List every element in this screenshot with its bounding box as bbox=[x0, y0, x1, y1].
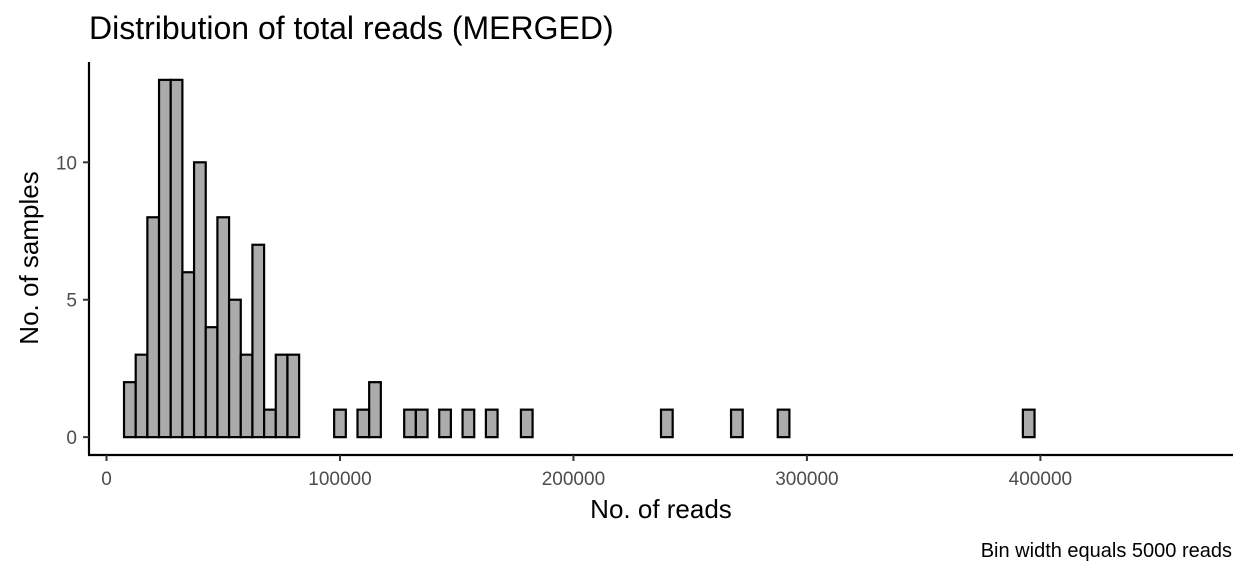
x-tick-label: 300000 bbox=[775, 469, 838, 490]
histogram-bar bbox=[461, 408, 476, 439]
histogram-bar bbox=[227, 298, 242, 439]
histogram-bar bbox=[192, 161, 207, 439]
x-axis-ticks: 0 100000 200000 300000 400000 bbox=[101, 455, 1072, 490]
x-tick-label: 200000 bbox=[542, 469, 605, 490]
histogram-bar bbox=[181, 271, 196, 439]
histogram-bar bbox=[1021, 408, 1036, 439]
histogram-bar bbox=[204, 326, 219, 439]
y-tick-label: 10 bbox=[56, 153, 77, 174]
histogram-bar bbox=[403, 408, 417, 439]
chart-title: Distribution of total reads (MERGED) bbox=[89, 10, 614, 46]
x-tick-label: 100000 bbox=[308, 469, 371, 490]
histogram-bar bbox=[286, 353, 301, 439]
histogram-bar bbox=[122, 381, 137, 439]
histogram-bar bbox=[146, 216, 161, 439]
y-axis-ticks: 0 5 10 bbox=[56, 153, 89, 449]
histogram-bar bbox=[169, 78, 184, 439]
histogram-bar bbox=[157, 78, 172, 439]
x-tick-label: 400000 bbox=[1009, 469, 1072, 490]
y-tick-label: 5 bbox=[66, 291, 77, 312]
histogram-bar bbox=[659, 408, 674, 439]
histogram-bars bbox=[122, 78, 1036, 439]
histogram-bar bbox=[274, 353, 289, 439]
x-axis-title: No. of reads bbox=[590, 494, 732, 524]
histogram-bar bbox=[239, 353, 254, 439]
x-tick-label: 0 bbox=[101, 469, 112, 490]
histogram-bar bbox=[438, 408, 452, 439]
histogram-bar bbox=[729, 408, 744, 439]
histogram-bar bbox=[414, 408, 429, 439]
histogram-bar bbox=[356, 408, 371, 439]
histogram-bar bbox=[251, 243, 266, 439]
histogram-bar bbox=[134, 353, 149, 439]
chart-caption: Bin width equals 5000 reads bbox=[981, 540, 1232, 562]
histogram-bar bbox=[519, 408, 534, 439]
y-tick-label: 0 bbox=[66, 428, 77, 449]
histogram-bar bbox=[368, 381, 382, 439]
histogram-bar bbox=[333, 408, 347, 439]
histogram-bar bbox=[216, 216, 231, 439]
y-axis-title: No. of samples bbox=[14, 171, 44, 344]
histogram-bar bbox=[776, 408, 791, 439]
histogram-bar bbox=[484, 408, 499, 439]
histogram-bar bbox=[263, 408, 277, 439]
